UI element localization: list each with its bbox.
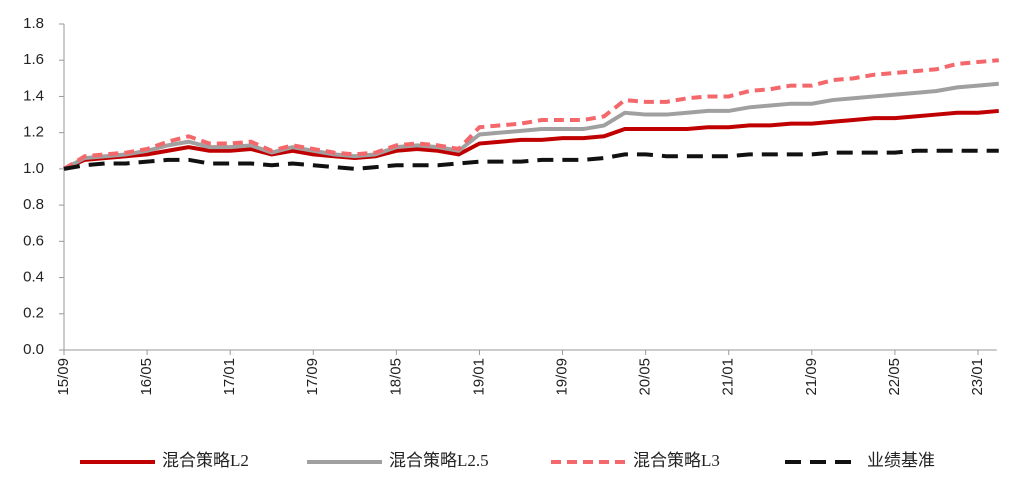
x-tick-label: 19/01 bbox=[470, 358, 487, 396]
legend-label: 混合策略L2 bbox=[162, 451, 249, 470]
x-tick-label: 18/05 bbox=[387, 358, 404, 396]
series-line bbox=[63, 108, 999, 171]
y-tick-label: 0.4 bbox=[23, 269, 44, 286]
y-tick-label: 1.8 bbox=[23, 15, 44, 32]
x-tick-label: 20/05 bbox=[637, 358, 654, 396]
y-tick-label: 0.8 bbox=[23, 196, 44, 213]
y-tick-label: 1.6 bbox=[23, 51, 44, 68]
y-tick-label: 0.0 bbox=[23, 341, 44, 358]
y-tick-label: 1.0 bbox=[23, 160, 44, 177]
y-tick-label: 1.2 bbox=[23, 124, 44, 141]
x-tick-label: 19/09 bbox=[554, 358, 571, 396]
series-line bbox=[63, 148, 999, 171]
legend-label: 业绩基准 bbox=[867, 451, 935, 470]
y-tick-label: 0.2 bbox=[23, 305, 44, 322]
legend-label: 混合策略L2.5 bbox=[389, 451, 489, 470]
legend-label: 混合策略L3 bbox=[633, 451, 720, 470]
y-tick-label: 1.4 bbox=[23, 87, 44, 104]
x-tick-label: 17/01 bbox=[221, 358, 238, 396]
series-line bbox=[62, 58, 999, 171]
x-tick-label: 22/05 bbox=[886, 358, 903, 396]
y-tick-label: 0.6 bbox=[23, 232, 44, 249]
x-tick-label: 16/05 bbox=[138, 358, 155, 396]
x-tick-label: 21/01 bbox=[720, 358, 737, 396]
x-tick-label: 21/09 bbox=[803, 358, 820, 396]
x-tick-label: 23/01 bbox=[969, 358, 986, 396]
series-line bbox=[63, 81, 999, 171]
x-tick-label: 15/09 bbox=[55, 358, 72, 396]
x-tick-label: 17/09 bbox=[304, 358, 321, 396]
